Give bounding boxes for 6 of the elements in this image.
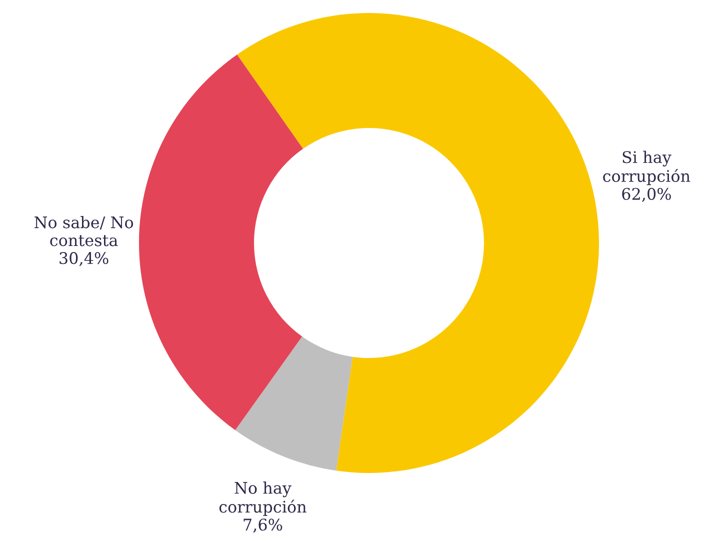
slice-label: Si hay corrupción: [603, 150, 690, 186]
slice-label: No sabe/ No contesta: [34, 216, 134, 246]
data-label: 30,4%: [60, 252, 108, 266]
data-label: 7,6%: [244, 518, 282, 533]
slice-label: No hay corrupción: [219, 482, 306, 516]
data-label: 62,0%: [622, 188, 671, 202]
